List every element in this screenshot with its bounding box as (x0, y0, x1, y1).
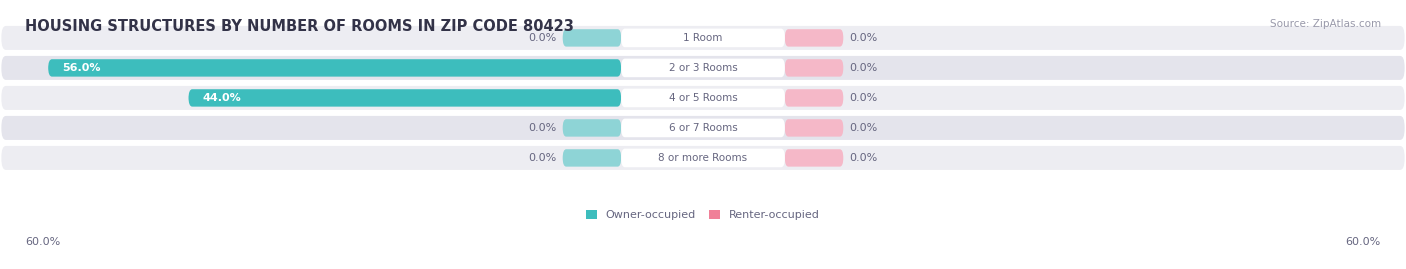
Text: 4 or 5 Rooms: 4 or 5 Rooms (669, 93, 737, 103)
Text: 0.0%: 0.0% (849, 153, 877, 163)
Text: 60.0%: 60.0% (1346, 238, 1381, 247)
FancyBboxPatch shape (785, 29, 844, 47)
FancyBboxPatch shape (1, 86, 1405, 110)
Text: 0.0%: 0.0% (529, 153, 557, 163)
FancyBboxPatch shape (621, 149, 785, 167)
FancyBboxPatch shape (1, 26, 1405, 50)
FancyBboxPatch shape (1, 146, 1405, 170)
Text: 0.0%: 0.0% (529, 33, 557, 43)
Text: Source: ZipAtlas.com: Source: ZipAtlas.com (1270, 19, 1381, 29)
FancyBboxPatch shape (621, 119, 785, 137)
FancyBboxPatch shape (562, 149, 621, 167)
FancyBboxPatch shape (1, 116, 1405, 140)
FancyBboxPatch shape (785, 59, 844, 77)
Text: 2 or 3 Rooms: 2 or 3 Rooms (669, 63, 737, 73)
Legend: Owner-occupied, Renter-occupied: Owner-occupied, Renter-occupied (581, 205, 825, 224)
Text: 6 or 7 Rooms: 6 or 7 Rooms (669, 123, 737, 133)
FancyBboxPatch shape (785, 89, 844, 107)
FancyBboxPatch shape (562, 119, 621, 137)
Text: 0.0%: 0.0% (849, 93, 877, 103)
Text: 56.0%: 56.0% (62, 63, 101, 73)
Text: 0.0%: 0.0% (849, 123, 877, 133)
Text: 0.0%: 0.0% (849, 33, 877, 43)
FancyBboxPatch shape (785, 149, 844, 167)
FancyBboxPatch shape (48, 59, 621, 77)
FancyBboxPatch shape (621, 29, 785, 47)
FancyBboxPatch shape (188, 89, 621, 107)
Text: HOUSING STRUCTURES BY NUMBER OF ROOMS IN ZIP CODE 80423: HOUSING STRUCTURES BY NUMBER OF ROOMS IN… (25, 19, 574, 34)
Text: 0.0%: 0.0% (849, 63, 877, 73)
Text: 1 Room: 1 Room (683, 33, 723, 43)
Text: 60.0%: 60.0% (25, 238, 60, 247)
FancyBboxPatch shape (562, 29, 621, 47)
Text: 0.0%: 0.0% (529, 123, 557, 133)
FancyBboxPatch shape (1, 56, 1405, 80)
Text: 44.0%: 44.0% (202, 93, 242, 103)
Text: 8 or more Rooms: 8 or more Rooms (658, 153, 748, 163)
FancyBboxPatch shape (621, 89, 785, 107)
FancyBboxPatch shape (785, 119, 844, 137)
FancyBboxPatch shape (621, 59, 785, 77)
